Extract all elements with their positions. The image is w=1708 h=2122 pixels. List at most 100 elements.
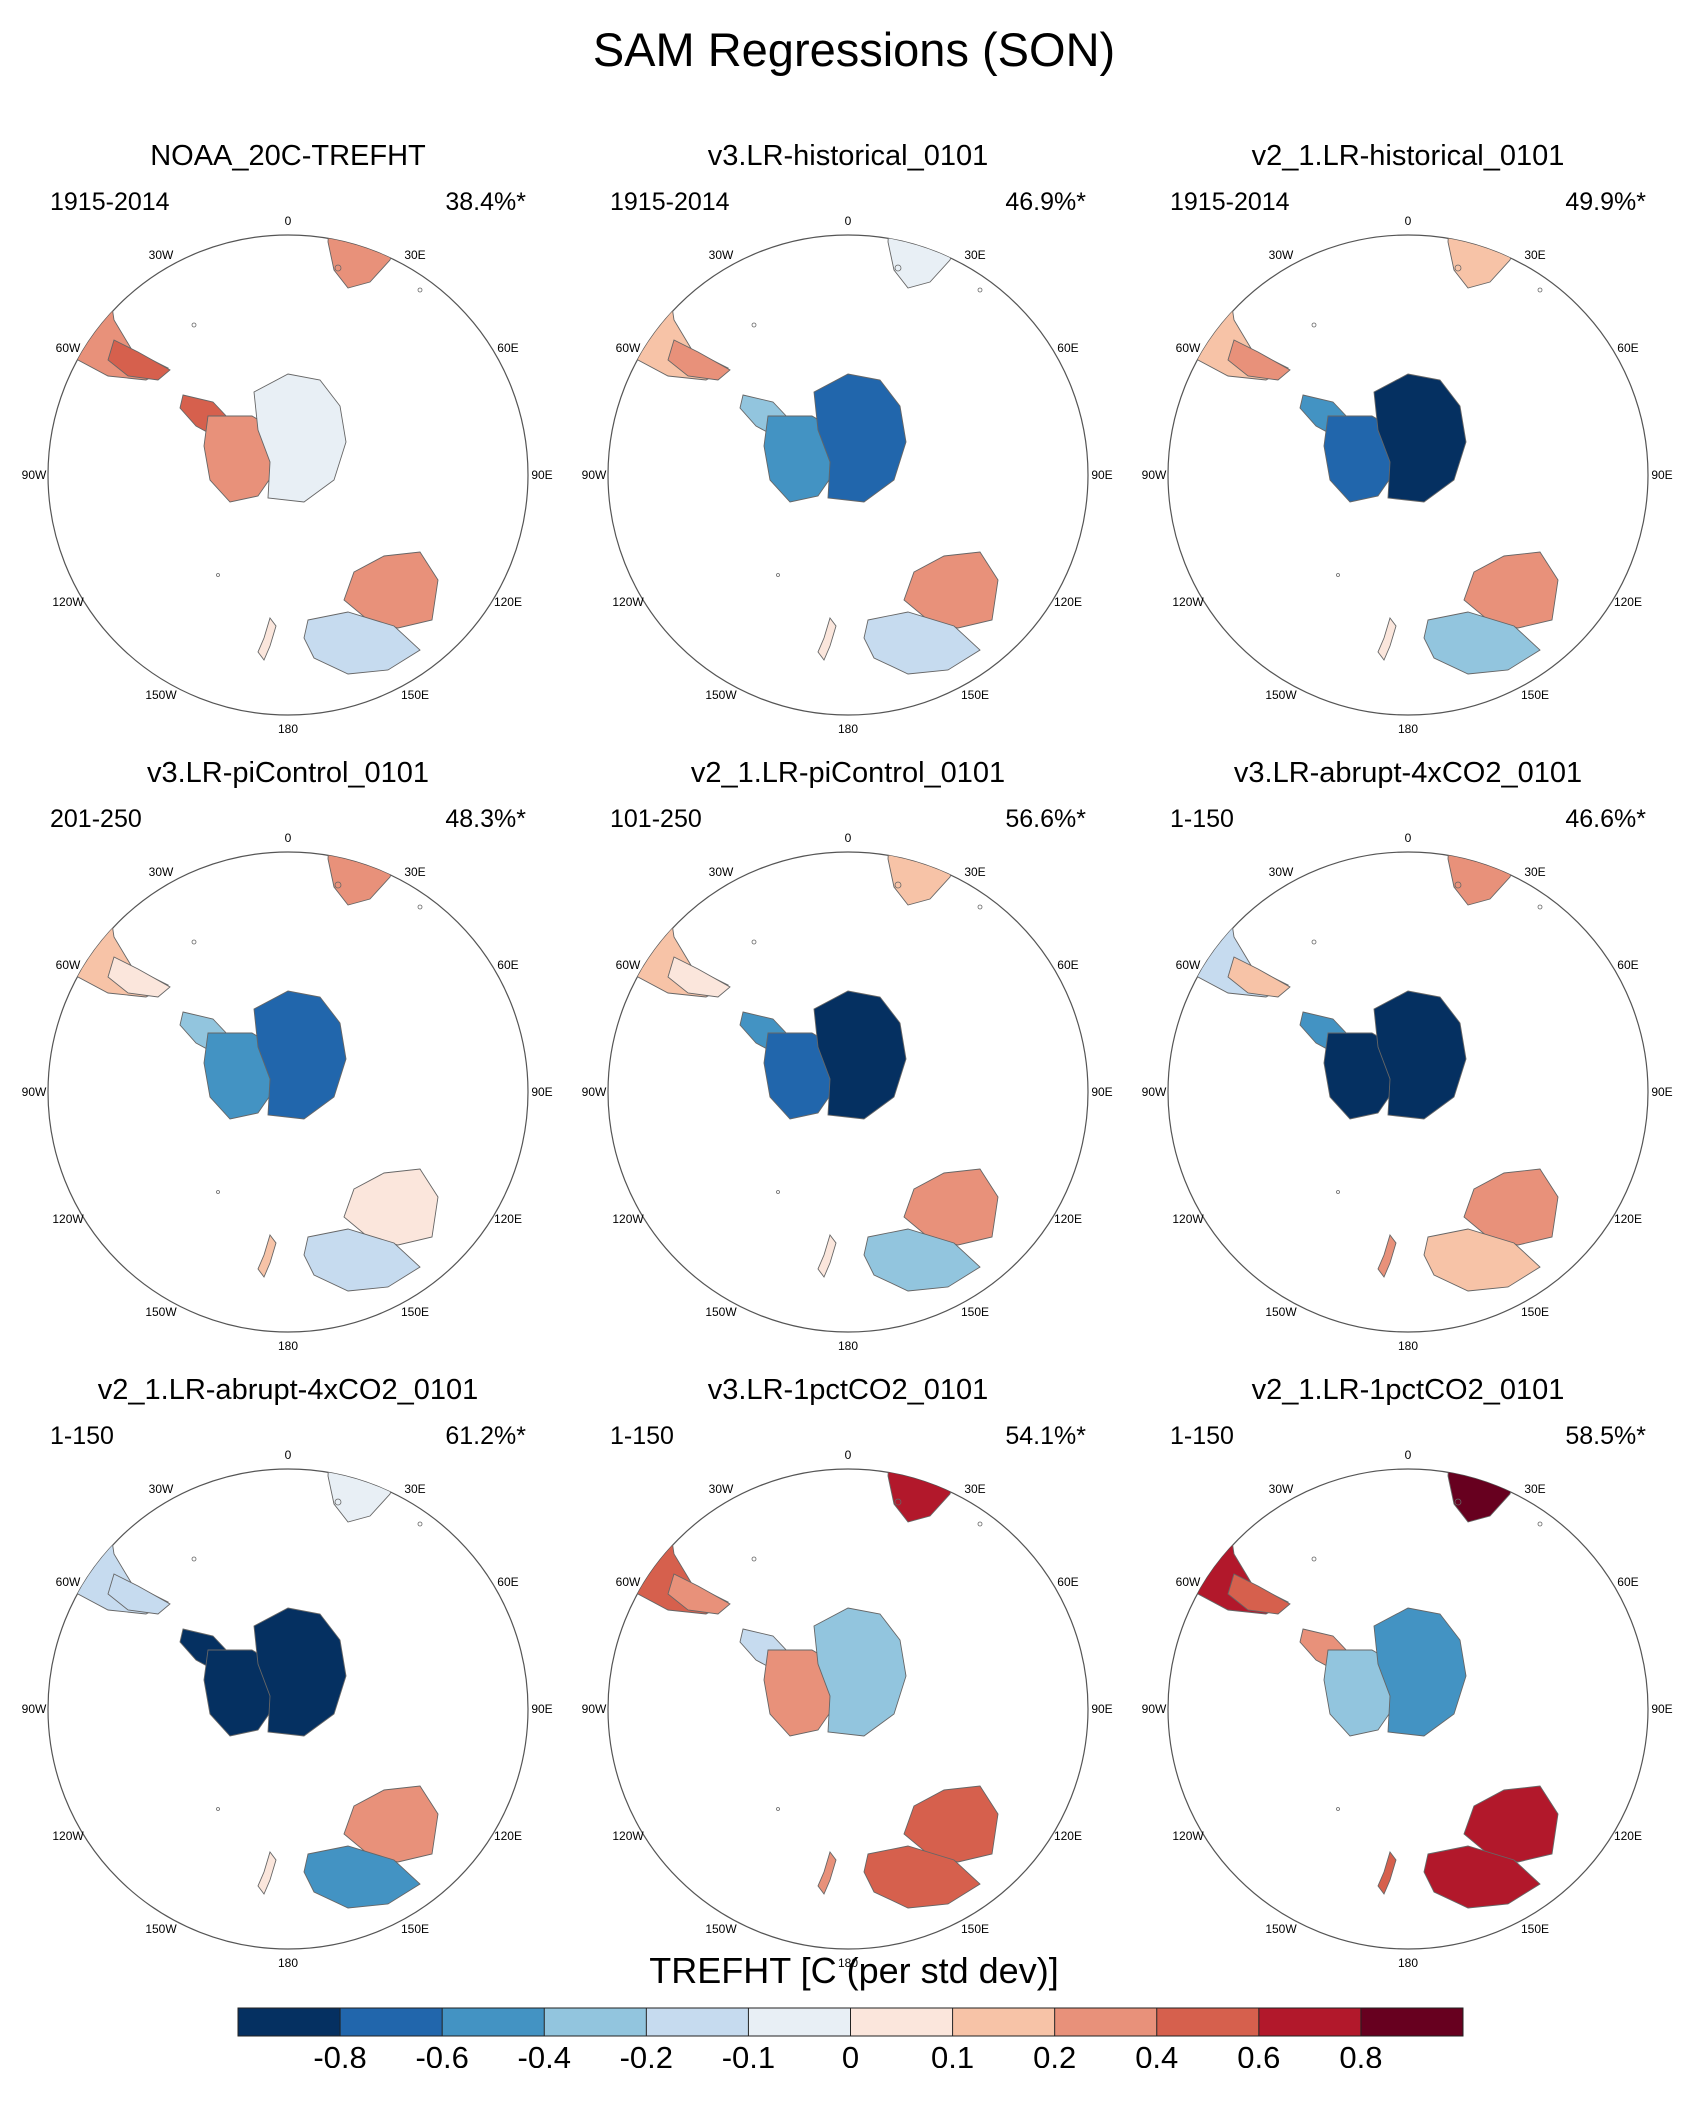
- longitude-label: 150E: [401, 688, 429, 702]
- land-region-new-zealand: [817, 1851, 837, 1895]
- island: [417, 287, 423, 293]
- map-panel: NOAA_20C-TREFHT 1915-2014 38.4%* 0 30E 60E 90E…: [8, 140, 568, 740]
- longitude-label: 180: [838, 1339, 858, 1353]
- island: [191, 322, 197, 328]
- longitude-label: 120E: [494, 1829, 522, 1843]
- colorbar-swatch: [1156, 2008, 1259, 2036]
- polar-map: 0 30E 60E 90E 120E 150E 180 150W 120W 90W 60W 30W: [1142, 1448, 1673, 1970]
- island: [334, 1498, 342, 1506]
- polar-map: 0 30E 60E 90E 120E 150E 180 150W 120W 90W 60W 30W: [582, 1448, 1113, 1970]
- longitude-label: 150E: [1521, 1922, 1549, 1936]
- map-panel: v3.LR-abrupt-4xCO2_0101 1-150 46.6%* 0 30E 60…: [1128, 757, 1688, 1357]
- colorbar-swatch: [952, 2008, 1055, 2036]
- colorbar-tick-label: 0.6: [1237, 2040, 1280, 2068]
- longitude-label: 150W: [705, 1922, 737, 1936]
- longitude-label: 120E: [1054, 1212, 1082, 1226]
- longitude-label: 150E: [1521, 1305, 1549, 1319]
- panel-variance: 58.5%*: [1565, 1422, 1646, 1450]
- land-region-australia-south: [303, 611, 421, 675]
- panel-period: 1915-2014: [50, 188, 170, 216]
- panel-title: v3.LR-1pctCO2_0101: [707, 1374, 989, 1406]
- longitude-label: 150W: [1265, 688, 1297, 702]
- longitude-label: 150E: [401, 1305, 429, 1319]
- longitude-label: 0: [285, 214, 292, 228]
- map-panel: v3.LR-historical_0101 1915-2014 46.9%* 0 30E…: [568, 140, 1128, 740]
- island: [751, 322, 757, 328]
- island: [417, 1521, 423, 1527]
- longitude-label: 90E: [1651, 468, 1672, 482]
- longitude-label: 150W: [705, 1305, 737, 1319]
- longitude-label: 150W: [1265, 1305, 1297, 1319]
- island: [977, 1521, 983, 1527]
- longitude-label: 120E: [1614, 1212, 1642, 1226]
- longitude-label: 0: [285, 831, 292, 845]
- longitude-label: 30W: [1269, 865, 1294, 879]
- longitude-label: 30E: [964, 865, 985, 879]
- island: [977, 287, 983, 293]
- panel-period: 101-250: [610, 805, 702, 833]
- land-region-new-zealand: [257, 1851, 277, 1895]
- longitude-label: 90W: [1142, 1702, 1167, 1716]
- island: [1311, 939, 1317, 945]
- colorbar-swatch: [1360, 2008, 1463, 2036]
- colorbar-tick-label: -0.4: [518, 2040, 571, 2068]
- longitude-label: 30E: [1524, 248, 1545, 262]
- land-region-new-zealand: [1377, 1851, 1397, 1895]
- longitude-label: 30W: [149, 1482, 174, 1496]
- panel-variance: 46.6%*: [1565, 805, 1646, 833]
- map-panel: v3.LR-piControl_0101 201-250 48.3%* 0 30E 60E…: [8, 757, 568, 1357]
- longitude-label: 120W: [612, 1829, 644, 1843]
- longitude-label: 60W: [1176, 341, 1201, 355]
- land-region-new-zealand: [817, 617, 837, 661]
- island: [1537, 287, 1543, 293]
- land-region-south-america-tip: [1227, 956, 1291, 998]
- longitude-label: 150W: [705, 688, 737, 702]
- land-region-australia-north: [1463, 551, 1559, 629]
- island: [216, 573, 220, 577]
- longitude-label: 120W: [1172, 1212, 1204, 1226]
- land-region-new-zealand: [817, 1234, 837, 1278]
- longitude-label: 60W: [56, 958, 81, 972]
- land-region-australia-north: [1463, 1168, 1559, 1246]
- longitude-label: 60E: [1617, 1575, 1638, 1589]
- panel-variance: 61.2%*: [445, 1422, 526, 1450]
- longitude-label: 90E: [1091, 1085, 1112, 1099]
- longitude-label: 30W: [1269, 248, 1294, 262]
- panel-title: v3.LR-historical_0101: [707, 140, 989, 172]
- land-region-australia-north: [903, 551, 999, 629]
- longitude-label: 180: [838, 722, 858, 736]
- longitude-label: 30W: [149, 865, 174, 879]
- longitude-label: 90E: [1651, 1085, 1672, 1099]
- land-region-australia-north: [903, 1785, 999, 1863]
- island: [191, 1556, 197, 1562]
- land-region-australia-north: [903, 1168, 999, 1246]
- land-region-east-antarctica: [253, 1607, 347, 1737]
- island: [1454, 881, 1462, 889]
- longitude-label: 0: [1405, 831, 1412, 845]
- land-region-australia-north: [343, 1168, 439, 1246]
- panel-period: 1-150: [1170, 1422, 1234, 1450]
- longitude-label: 60E: [1057, 958, 1078, 972]
- island: [776, 1807, 780, 1811]
- longitude-label: 30E: [404, 1482, 425, 1496]
- longitude-label: 180: [838, 1956, 858, 1970]
- land-region-east-antarctica: [253, 373, 347, 503]
- island: [1311, 322, 1317, 328]
- panel-title: v2_1.LR-piControl_0101: [690, 757, 1006, 789]
- land-region-east-antarctica: [813, 990, 907, 1120]
- island: [1336, 1190, 1340, 1194]
- polar-map: 0 30E 60E 90E 120E 150E 180 150W 120W 90W 60W 30W: [22, 1448, 553, 1970]
- longitude-label: 180: [278, 722, 298, 736]
- longitude-label: 120E: [1054, 595, 1082, 609]
- longitude-label: 30W: [1269, 1482, 1294, 1496]
- longitude-label: 30W: [709, 248, 734, 262]
- longitude-label: 90W: [1142, 1085, 1167, 1099]
- island: [894, 264, 902, 272]
- polar-map: 0 30E 60E 90E 120E 150E 180 150W 120W 90W 60W 30W: [22, 214, 553, 736]
- longitude-label: 120W: [1172, 595, 1204, 609]
- land-region-east-antarctica: [253, 990, 347, 1120]
- figure-title: SAM Regressions (SON): [592, 23, 1116, 76]
- longitude-label: 60W: [616, 958, 641, 972]
- polar-map: 0 30E 60E 90E 120E 150E 180 150W 120W 90W 60W 30W: [582, 214, 1113, 736]
- longitude-label: 150E: [401, 1922, 429, 1936]
